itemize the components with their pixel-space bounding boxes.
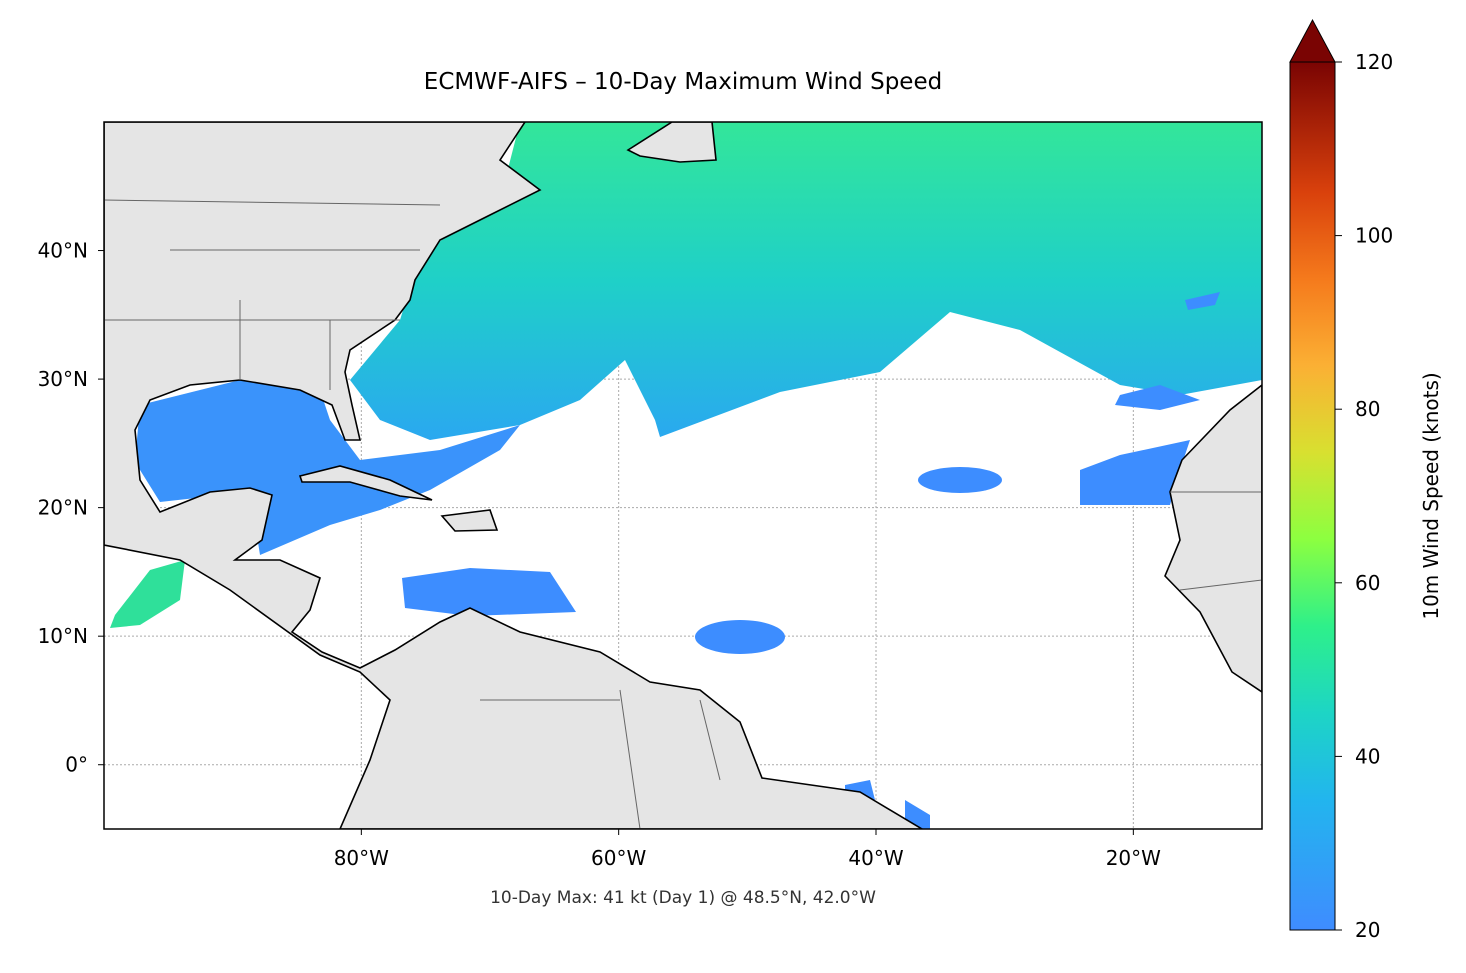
wind-area: [135, 380, 520, 555]
colorbar-tick-label: 100: [1355, 224, 1393, 248]
wind-area: [402, 568, 576, 616]
annotation: 10-Day Max: 41 kt (Day 1) @ 48.5°N, 42.0…: [490, 888, 876, 908]
colorbar: 20 40 60 80 100 120: [1289, 18, 1393, 942]
borders: [104, 199, 1262, 829]
land: [104, 122, 1262, 829]
x-tick-label: 60°W: [591, 846, 646, 870]
y-tick-label: 10°N: [38, 624, 88, 648]
cuba: [298, 465, 433, 501]
colorbar-ramp: [1289, 61, 1336, 931]
wind-area: [918, 467, 1002, 493]
hispaniola: [440, 509, 499, 532]
americas: [104, 122, 924, 829]
colorbar-extend: [1289, 18, 1336, 63]
wind-area: [350, 122, 1262, 440]
map: [104, 122, 1262, 829]
colorbar-tick-label: 60: [1355, 571, 1380, 595]
wind-area: [695, 620, 785, 654]
colorbar-label: 10m Wind Speed (knots): [1419, 372, 1443, 619]
y-tick-label: 20°N: [38, 496, 88, 520]
wind-area: [1115, 385, 1200, 410]
colorbar-tick-label: 80: [1355, 397, 1380, 421]
wind-area: [110, 560, 185, 628]
y-tick-label: 30°N: [38, 367, 88, 391]
wind-field: [110, 122, 1262, 829]
x-tick-label: 80°W: [334, 846, 389, 870]
y-tick-label: 40°N: [38, 239, 88, 263]
newfoundland: [626, 122, 717, 163]
colorbar-tick-label: 40: [1355, 744, 1380, 768]
wind-area: [1080, 440, 1190, 505]
chart-title: ECMWF-AIFS – 10-Day Maximum Wind Speed: [424, 69, 942, 95]
x-tick-label: 20°W: [1106, 846, 1161, 870]
y-tick-label: 0°: [65, 753, 88, 777]
map-frame: [103, 121, 1263, 830]
colorbar-tick-label: 20: [1355, 918, 1380, 942]
colorbar-tick-label: 120: [1355, 50, 1393, 74]
x-tick-label: 40°W: [848, 846, 903, 870]
africa: [1164, 383, 1262, 693]
